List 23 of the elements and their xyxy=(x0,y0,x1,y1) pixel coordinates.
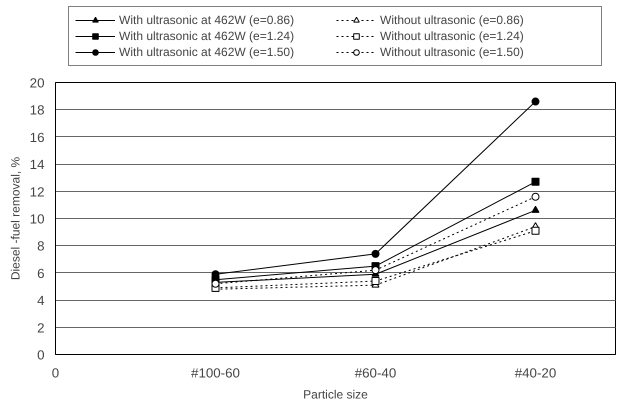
y-tick-label: 8 xyxy=(37,238,45,254)
y-tick-label: 2 xyxy=(37,320,45,336)
legend-label: Without ultrasonic (e=1.24) xyxy=(380,29,525,43)
y-tick-label: 16 xyxy=(30,130,45,145)
legend-label: With ultrasonic at 462W (e=1.24) xyxy=(119,29,296,43)
x-tick-label: #100-60 xyxy=(191,366,240,380)
y-tick-label: 0 xyxy=(37,348,45,362)
x-tick-label: #40-20 xyxy=(514,366,556,380)
x-axis-title: Particle size xyxy=(303,388,368,402)
x-tick-label: #60-40 xyxy=(354,366,396,380)
y-tick-label: 14 xyxy=(30,157,46,172)
y-tick-label: 6 xyxy=(37,266,45,281)
legend-label: Without ultrasonic (e=1.50) xyxy=(380,45,525,59)
y-tick-label: 18 xyxy=(30,102,45,118)
y-tick-label: 20 xyxy=(30,76,45,90)
y-axis-title: Diesel -fuel removal, % xyxy=(8,156,23,280)
y-tick-label: 4 xyxy=(37,293,46,308)
y-tick-label: 12 xyxy=(30,184,45,200)
legend-label: With ultrasonic at 462W (e=1.50) xyxy=(119,45,296,59)
legend-label: With ultrasonic at 462W (e=0.86) xyxy=(119,13,296,27)
y-tick-label: 10 xyxy=(30,212,45,226)
x-tick-label: 0 xyxy=(52,366,60,380)
legend-label: Without ultrasonic (e=0.86) xyxy=(380,13,525,27)
